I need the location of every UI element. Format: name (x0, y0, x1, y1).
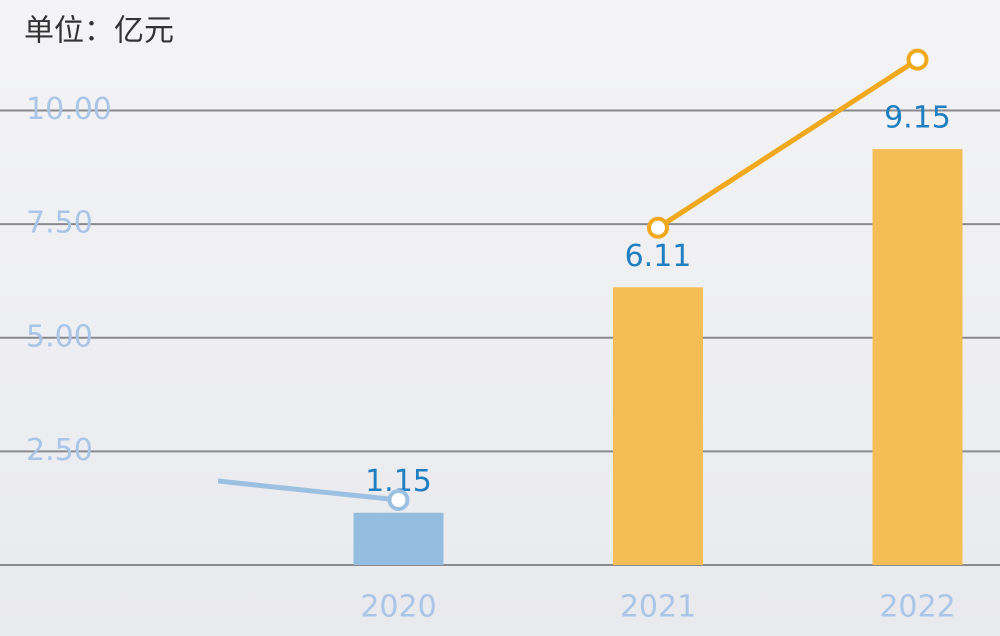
chart-title: 单位：亿元 (24, 14, 174, 49)
lines (218, 48, 929, 512)
y-tick-label: 10.00 (26, 92, 112, 127)
line (218, 478, 399, 503)
value-label: 9.15 (884, 101, 951, 136)
line-point (387, 489, 410, 512)
y-tick-label: 5.00 (26, 319, 93, 354)
line (656, 57, 919, 230)
bar (353, 512, 444, 565)
y-tick-label: 2.50 (26, 433, 93, 468)
x-tick-label: 2021 (620, 590, 696, 625)
y-tick-label: 7.50 (26, 206, 93, 241)
line-point (906, 48, 929, 71)
bar (872, 149, 963, 565)
bar (613, 287, 703, 565)
value-label: 6.11 (625, 239, 692, 274)
x-tick-label: 2022 (879, 590, 955, 625)
line-point (647, 216, 669, 239)
x-tick-label: 2020 (360, 590, 436, 625)
